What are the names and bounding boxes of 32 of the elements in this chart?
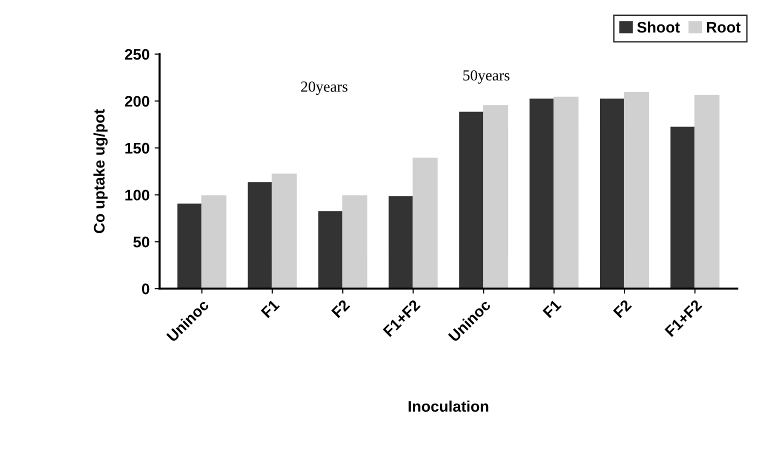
y-tick-label: 200	[124, 96, 150, 107]
bar	[483, 105, 508, 289]
bar	[248, 182, 273, 289]
annotation: 50years	[463, 70, 510, 84]
bar	[530, 98, 555, 289]
bar	[670, 126, 696, 289]
bar	[388, 196, 414, 289]
bar	[272, 174, 297, 289]
y-axis-title: Co uptake ug/pot	[93, 109, 108, 234]
bar	[177, 204, 202, 289]
annotation: 20years	[301, 81, 348, 95]
y-tick-label: 0	[142, 284, 150, 294]
bar	[342, 195, 368, 289]
x-tick-label: F1	[260, 299, 280, 318]
bar	[554, 96, 579, 289]
y-tick-label: 100	[125, 190, 150, 201]
bar	[412, 158, 438, 289]
bar	[201, 195, 226, 289]
y-tick-label: 250	[124, 48, 150, 60]
x-tick-label: F2	[331, 299, 350, 318]
bar	[318, 211, 344, 289]
legend-label: Shoot	[637, 21, 680, 33]
y-tick-label: 50	[133, 236, 150, 248]
legend-label: Root	[707, 22, 741, 33]
bar	[600, 98, 626, 289]
bar	[694, 94, 720, 289]
x-tick-label: F2	[612, 299, 632, 318]
y-tick-label: 150	[125, 142, 150, 154]
bar	[459, 112, 484, 289]
x-tick-label: F1	[542, 299, 562, 318]
bar	[624, 92, 649, 289]
x-axis-title: Inoculation	[408, 400, 488, 412]
